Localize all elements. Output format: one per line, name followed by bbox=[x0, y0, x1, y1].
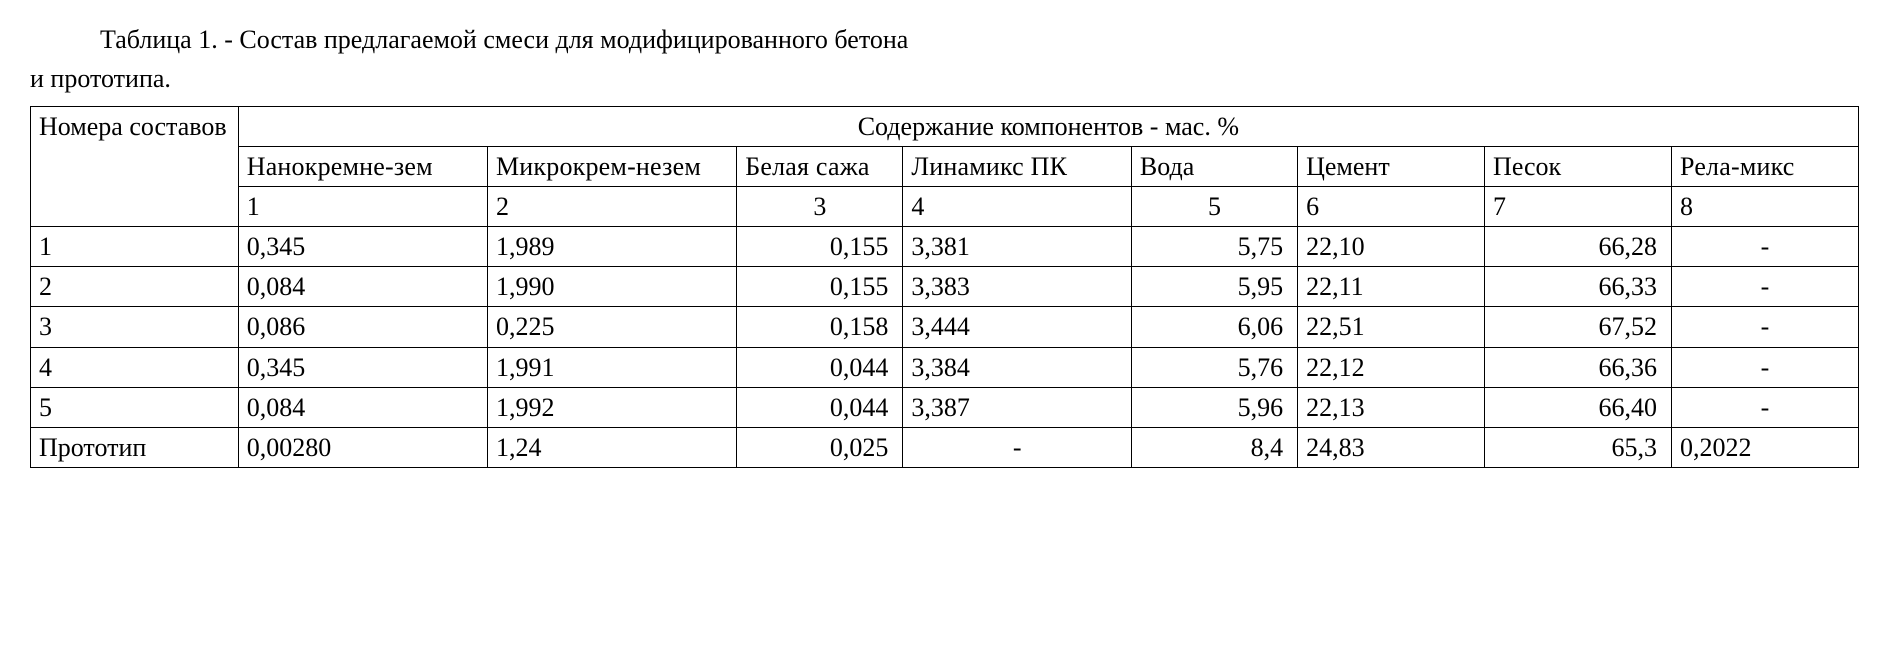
cell-c8: 0,2022 bbox=[1672, 427, 1859, 467]
cell-c6: 22,51 bbox=[1298, 307, 1485, 347]
cell-c6: 22,13 bbox=[1298, 387, 1485, 427]
cell-c3: 0,025 bbox=[737, 427, 903, 467]
caption-line-1: Таблица 1. - Состав предлагаемой смеси д… bbox=[30, 20, 1859, 59]
cell-c4: 3,381 bbox=[903, 227, 1132, 267]
cell-c7: 67,52 bbox=[1485, 307, 1672, 347]
cell-c5: 5,95 bbox=[1131, 267, 1297, 307]
cell-c2: 1,991 bbox=[487, 347, 736, 387]
table-row: 1 0,345 1,989 0,155 3,381 5,75 22,10 66,… bbox=[31, 227, 1859, 267]
cell-c8: - bbox=[1672, 387, 1859, 427]
cell-c2: 1,989 bbox=[487, 227, 736, 267]
cell-c1: 0,345 bbox=[238, 347, 487, 387]
header-num-3: 3 bbox=[737, 187, 903, 227]
cell-c7: 66,36 bbox=[1485, 347, 1672, 387]
cell-c7: 66,40 bbox=[1485, 387, 1672, 427]
header-col-6: Цемент bbox=[1298, 147, 1485, 187]
table-body: 1 0,345 1,989 0,155 3,381 5,75 22,10 66,… bbox=[31, 227, 1859, 468]
cell-c6: 24,83 bbox=[1298, 427, 1485, 467]
cell-c3: 0,044 bbox=[737, 387, 903, 427]
table-row: Прототип 0,00280 1,24 0,025 - 8,4 24,83 … bbox=[31, 427, 1859, 467]
cell-c1: 0,084 bbox=[238, 387, 487, 427]
header-group: Содержание компонентов - мас. % bbox=[238, 107, 1858, 147]
cell-c7: 66,28 bbox=[1485, 227, 1672, 267]
cell-c1: 0,086 bbox=[238, 307, 487, 347]
cell-c1: 0,345 bbox=[238, 227, 487, 267]
cell-c4: 3,384 bbox=[903, 347, 1132, 387]
cell-c4: 3,387 bbox=[903, 387, 1132, 427]
header-num-6: 6 bbox=[1298, 187, 1485, 227]
cell-c2: 0,225 bbox=[487, 307, 736, 347]
table-row: 2 0,084 1,990 0,155 3,383 5,95 22,11 66,… bbox=[31, 267, 1859, 307]
cell-c8: - bbox=[1672, 307, 1859, 347]
cell-c7: 65,3 bbox=[1485, 427, 1672, 467]
cell-id: 3 bbox=[31, 307, 239, 347]
header-col-1: Нанокремне-зем bbox=[238, 147, 487, 187]
header-col-5: Вода bbox=[1131, 147, 1297, 187]
cell-id: 1 bbox=[31, 227, 239, 267]
cell-c3: 0,158 bbox=[737, 307, 903, 347]
cell-c6: 22,11 bbox=[1298, 267, 1485, 307]
cell-id: 4 bbox=[31, 347, 239, 387]
cell-id: 5 bbox=[31, 387, 239, 427]
cell-c1: 0,084 bbox=[238, 267, 487, 307]
table-row: 4 0,345 1,991 0,044 3,384 5,76 22,12 66,… bbox=[31, 347, 1859, 387]
table-row: 3 0,086 0,225 0,158 3,444 6,06 22,51 67,… bbox=[31, 307, 1859, 347]
cell-c5: 5,96 bbox=[1131, 387, 1297, 427]
cell-c3: 0,044 bbox=[737, 347, 903, 387]
cell-id: 2 bbox=[31, 267, 239, 307]
cell-c3: 0,155 bbox=[737, 267, 903, 307]
cell-c6: 22,12 bbox=[1298, 347, 1485, 387]
cell-c5: 8,4 bbox=[1131, 427, 1297, 467]
caption-line-2: и прототипа. bbox=[30, 59, 1859, 98]
cell-c4: 3,444 bbox=[903, 307, 1132, 347]
cell-c5: 6,06 bbox=[1131, 307, 1297, 347]
header-num-4: 4 bbox=[903, 187, 1132, 227]
header-num-8: 8 bbox=[1672, 187, 1859, 227]
header-col-4: Линамикс ПК bbox=[903, 147, 1132, 187]
header-num-7: 7 bbox=[1485, 187, 1672, 227]
header-num-2: 2 bbox=[487, 187, 736, 227]
cell-c8: - bbox=[1672, 267, 1859, 307]
cell-c5: 5,75 bbox=[1131, 227, 1297, 267]
cell-c2: 1,990 bbox=[487, 267, 736, 307]
cell-c8: - bbox=[1672, 347, 1859, 387]
header-col-7: Песок bbox=[1485, 147, 1672, 187]
table-header: Номера составов Содержание компонентов -… bbox=[31, 107, 1859, 227]
cell-id: Прототип bbox=[31, 427, 239, 467]
table-row: 5 0,084 1,992 0,044 3,387 5,96 22,13 66,… bbox=[31, 387, 1859, 427]
header-rowhead: Номера составов bbox=[31, 107, 239, 227]
header-num-1: 1 bbox=[238, 187, 487, 227]
cell-c4: - bbox=[903, 427, 1132, 467]
header-col-3: Белая сажа bbox=[737, 147, 903, 187]
cell-c5: 5,76 bbox=[1131, 347, 1297, 387]
cell-c4: 3,383 bbox=[903, 267, 1132, 307]
header-num-5: 5 bbox=[1131, 187, 1297, 227]
cell-c6: 22,10 bbox=[1298, 227, 1485, 267]
composition-table: Номера составов Содержание компонентов -… bbox=[30, 106, 1859, 468]
cell-c8: - bbox=[1672, 227, 1859, 267]
header-col-2: Микрокрем-незем bbox=[487, 147, 736, 187]
header-col-8: Рела-микс bbox=[1672, 147, 1859, 187]
cell-c7: 66,33 bbox=[1485, 267, 1672, 307]
cell-c2: 1,992 bbox=[487, 387, 736, 427]
cell-c1: 0,00280 bbox=[238, 427, 487, 467]
cell-c2: 1,24 bbox=[487, 427, 736, 467]
table-caption: Таблица 1. - Состав предлагаемой смеси д… bbox=[30, 20, 1859, 98]
cell-c3: 0,155 bbox=[737, 227, 903, 267]
